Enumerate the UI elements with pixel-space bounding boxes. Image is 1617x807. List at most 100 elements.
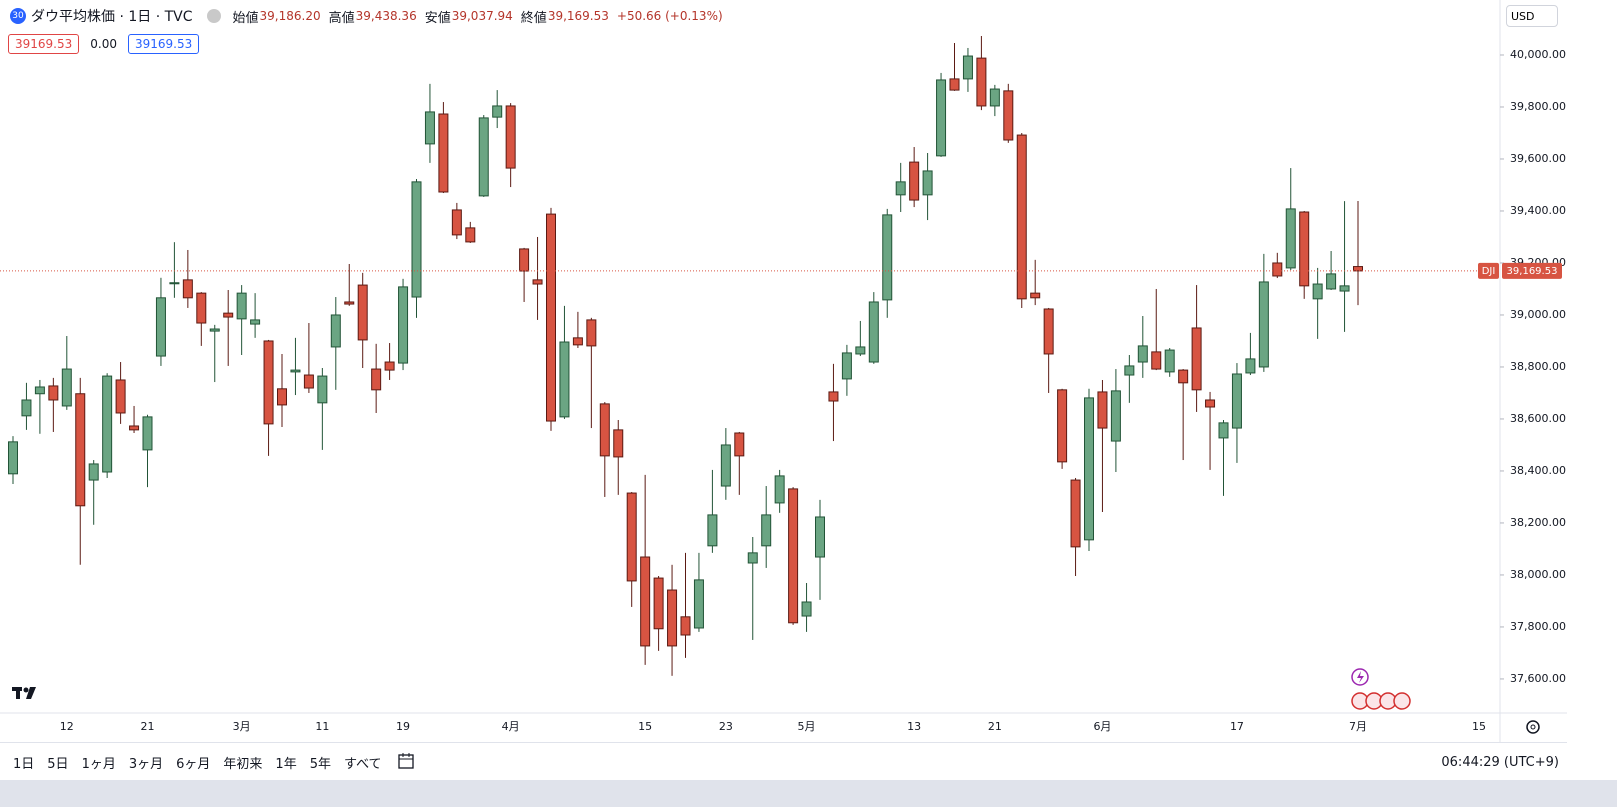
x-tick-label: 5月 <box>798 720 816 733</box>
candle-body <box>1003 90 1014 141</box>
calendar-icon[interactable] <box>396 751 416 771</box>
range-button[interactable]: 1年 <box>275 756 297 772</box>
candle-body <box>344 301 355 305</box>
candle-body <box>1164 349 1175 373</box>
candle-body <box>1178 369 1189 384</box>
low-value: 39,037.94 <box>451 9 513 23</box>
open-label: 始値 <box>232 10 259 26</box>
range-button[interactable]: 6ヶ月 <box>176 756 211 772</box>
candle-body <box>640 556 651 647</box>
candle-body <box>451 209 462 236</box>
candle-body <box>734 432 745 457</box>
candle-body <box>1070 479 1081 548</box>
candle-body <box>196 292 207 324</box>
candle-body <box>1353 266 1363 272</box>
range-button[interactable]: すべて <box>343 756 382 772</box>
x-tick-label: 4月 <box>502 720 520 733</box>
candle-body <box>1205 399 1216 408</box>
candle-body <box>1299 211 1310 287</box>
candle-body <box>1151 351 1162 370</box>
candle-body <box>559 341 570 418</box>
candle-body <box>182 279 193 299</box>
candle-body <box>88 463 99 481</box>
candle-body <box>572 337 583 346</box>
y-tick-label: 40,000.00 <box>1510 48 1566 61</box>
candle-body <box>788 488 799 624</box>
y-tick-label: 37,600.00 <box>1510 672 1566 685</box>
candle-body <box>277 388 287 406</box>
candle-body <box>411 181 422 298</box>
candle-body <box>626 492 637 582</box>
candle-body <box>653 577 664 630</box>
y-tick-label: 38,000.00 <box>1510 568 1566 581</box>
candle-body <box>8 441 18 475</box>
range-button[interactable]: 1ヶ月 <box>81 756 116 772</box>
candle-body <box>1110 390 1121 442</box>
legend-value[interactable]: 39169.53 <box>127 34 200 54</box>
settings-icon[interactable] <box>1526 720 1540 734</box>
chart-bg <box>0 0 1567 742</box>
price-tag-symbol: DJI <box>1482 266 1496 277</box>
candle-body <box>384 361 395 371</box>
toolbar: 1日 5日 1ヶ月 3ヶ月 6ヶ月 年初来 1年 5年 すべて 06:44:29 (UTC+9) <box>0 742 1567 781</box>
header: 30 ダウ平均株価 · 1日 · TVC 始値 39,186.20 高値 39,43… <box>10 6 731 26</box>
status-dot <box>206 9 221 23</box>
candle-body <box>303 374 314 389</box>
price-tag-bg <box>1478 262 1499 279</box>
x-tick-label: 13 <box>907 720 921 733</box>
candle-body <box>478 117 489 197</box>
candle-body <box>962 55 973 80</box>
candle-body <box>989 88 1000 107</box>
legend-value[interactable]: 39169.53 <box>8 34 80 54</box>
candle-body <box>492 105 503 118</box>
legend: 39169.53 0.00 39169.53 <box>8 34 204 54</box>
y-tick-label: 39,600.00 <box>1510 152 1566 165</box>
candle-body <box>1124 365 1135 376</box>
candle-body <box>1272 262 1283 277</box>
range-button[interactable]: 1日 <box>13 756 35 772</box>
candle-body <box>1339 285 1350 292</box>
price-tag-value: 39,169.53 <box>1507 266 1558 277</box>
candle-body <box>438 113 449 193</box>
candle-body <box>936 79 947 157</box>
x-tick-label: 19 <box>396 720 410 733</box>
range-button[interactable]: 5日 <box>47 756 69 772</box>
chart: 37,600.00 37,800.00 38,000.00 38,200.00 38,4… <box>0 0 1567 742</box>
event-icons[interactable] <box>1351 668 1411 710</box>
range-button[interactable]: 5年 <box>309 756 331 772</box>
candle-body <box>290 369 301 373</box>
candle-body <box>532 279 543 285</box>
candle-body <box>34 386 45 395</box>
range-button[interactable]: 3ヶ月 <box>128 756 164 772</box>
candle-body <box>317 375 328 404</box>
x-tick-label: 23 <box>719 720 733 733</box>
open-value: 39,186.20 <box>259 9 321 23</box>
candle-body <box>1097 391 1108 429</box>
candle-body <box>1326 273 1337 290</box>
x-tick-label: 17 <box>1230 720 1244 733</box>
candle-body <box>909 161 920 201</box>
symbol-title[interactable]: ダウ平均株価 · 1日 · TVC <box>31 9 193 25</box>
candles <box>8 36 1363 676</box>
candle-body <box>1030 292 1041 299</box>
candle-body <box>61 368 72 407</box>
candle-body <box>142 416 153 451</box>
candle-body <box>75 393 86 507</box>
tv-logo <box>12 687 36 699</box>
candle-body <box>236 292 247 320</box>
candle-body <box>1245 358 1256 374</box>
currency-select[interactable]: USD <box>1506 5 1558 27</box>
clock[interactable]: 06:44:29 (UTC+9) <box>1441 754 1559 770</box>
candle-body <box>357 284 368 341</box>
candle-body <box>223 312 234 318</box>
candle-body <box>546 213 556 422</box>
range-button[interactable]: 年初来 <box>223 756 263 772</box>
candle-body <box>1057 389 1068 463</box>
y-tick-label: 38,200.00 <box>1510 516 1566 529</box>
candle-body <box>1218 422 1229 439</box>
x-tick-label: 21 <box>141 720 155 733</box>
candle-body <box>815 516 825 558</box>
candle-body <box>398 286 409 364</box>
candle-body <box>21 399 32 417</box>
